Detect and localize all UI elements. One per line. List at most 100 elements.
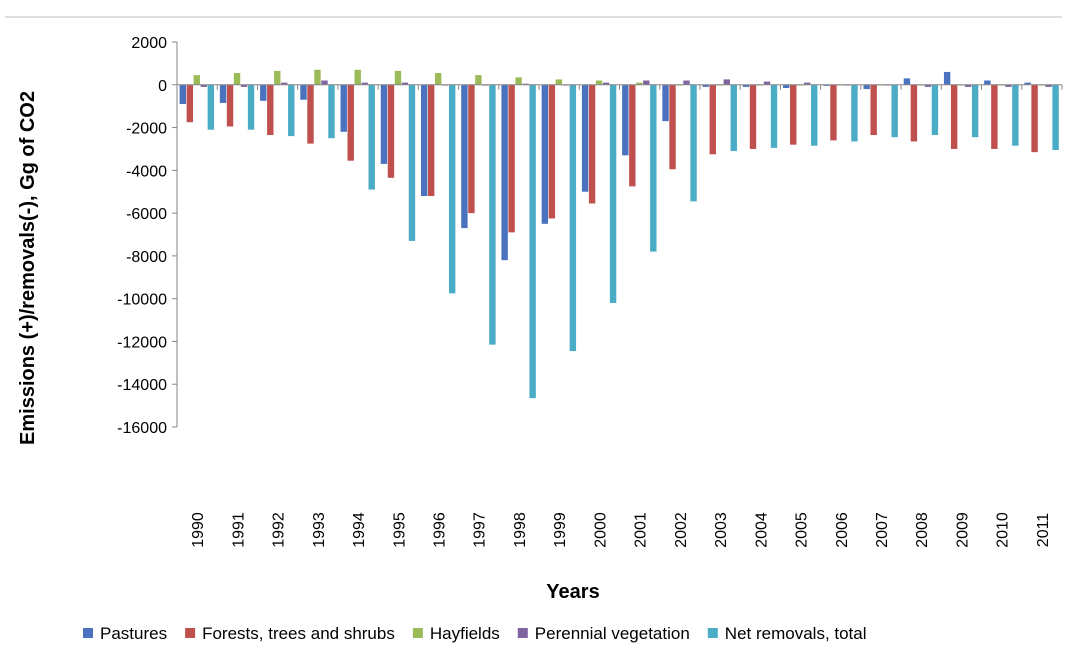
bar-1995-series-0	[381, 85, 387, 164]
x-tick-label: 1993	[311, 512, 328, 548]
x-tick-label: 1998	[512, 512, 529, 548]
bar-1997-series-2	[475, 75, 481, 85]
bar-1993-series-4	[328, 85, 334, 138]
x-tick-label: 2006	[834, 512, 851, 548]
bar-1999-series-0	[542, 85, 548, 224]
bar-1991-series-0	[220, 85, 226, 103]
x-tick-label: 2008	[914, 512, 931, 548]
bar-1990-series-0	[180, 85, 186, 104]
x-tick-label: 1999	[552, 512, 569, 548]
legend-item[interactable]: Forests, trees and shrubs	[185, 624, 395, 643]
bar-2009-series-4	[972, 85, 978, 137]
bar-1993-series-2	[314, 70, 320, 85]
y-tick-label: -12000	[117, 334, 167, 351]
x-axis: 1990 1991 1992 1993 1994 1995 1996 1997 1998 1999…	[177, 85, 1062, 548]
bar-1995-series-1	[388, 85, 394, 178]
bar-1999-series-4	[570, 85, 576, 351]
bar-1996-series-4	[449, 85, 455, 294]
bar-2005-series-1	[790, 85, 796, 145]
bar-1999-series-1	[549, 85, 555, 219]
y-tick-label: -4000	[126, 163, 167, 180]
y-axis-title: Emissions (+)/removals(-), Gg of CO2	[17, 91, 39, 445]
bar-2002-series-1	[669, 85, 675, 169]
legend-item[interactable]: Pastures	[83, 624, 167, 643]
x-tick-label: 2003	[713, 512, 730, 548]
x-tick-label: 2010	[995, 512, 1012, 548]
bar-2006-series-1	[830, 85, 836, 141]
y-tick-label: -14000	[117, 377, 167, 394]
x-tick-label: 1990	[190, 512, 207, 548]
bar-2009-series-1	[951, 85, 957, 149]
x-tick-label: 2011	[1035, 513, 1052, 548]
bar-1990-series-2	[194, 75, 200, 85]
bar-1996-series-2	[435, 73, 441, 85]
bar-2001-series-0	[622, 85, 628, 156]
bar-1990-series-1	[187, 85, 193, 122]
bar-1994-series-0	[341, 85, 347, 132]
legend-swatch	[83, 628, 93, 638]
y-tick-label: 2000	[131, 35, 167, 52]
x-tick-label: 2002	[673, 512, 690, 548]
y-tick-label: -8000	[126, 249, 167, 266]
bar-2000-series-2	[596, 81, 602, 85]
bar-2004-series-4	[771, 85, 777, 148]
bar-2010-series-0	[984, 81, 990, 85]
bar-1991-series-2	[234, 73, 240, 85]
bar-1994-series-2	[355, 70, 361, 85]
bar-1991-series-4	[248, 85, 254, 130]
bar-2011-series-1	[1031, 85, 1037, 152]
bar-2003-series-3	[724, 79, 730, 84]
bar-1992-series-0	[260, 85, 266, 101]
x-tick-label: 2009	[954, 512, 971, 548]
x-tick-label: 2001	[633, 512, 650, 548]
bar-1998-series-4	[529, 85, 535, 398]
legend-label: Forests, trees and shrubs	[202, 624, 395, 643]
bar-1996-series-0	[421, 85, 427, 196]
bar-2007-series-0	[863, 85, 869, 89]
x-tick-label: 1997	[472, 512, 489, 548]
bar-1993-series-1	[307, 85, 313, 144]
bar-2000-series-0	[582, 85, 588, 192]
x-tick-label: 1996	[431, 512, 448, 548]
legend-item[interactable]: Perennial vegetation	[518, 624, 690, 643]
legend-label: Pastures	[100, 624, 167, 643]
legend-label: Perennial vegetation	[535, 624, 690, 643]
bars	[180, 70, 1059, 398]
bar-1991-series-1	[227, 85, 233, 127]
legend[interactable]: Pastures Forests, trees and shrubs Hayfiel…	[83, 624, 867, 643]
x-tick-label: 2007	[874, 512, 891, 548]
bar-2002-series-4	[690, 85, 696, 202]
bar-1997-series-0	[461, 85, 467, 228]
bar-2003-series-4	[731, 85, 737, 151]
x-tick-label: 1994	[351, 512, 368, 548]
bar-2009-series-0	[944, 72, 950, 85]
legend-item[interactable]: Hayfields	[413, 624, 500, 643]
x-tick-label: 2000	[592, 512, 609, 548]
bar-2010-series-4	[1012, 85, 1018, 146]
bar-1998-series-2	[515, 77, 521, 84]
bar-2002-series-0	[662, 85, 668, 121]
bar-2008-series-1	[911, 85, 917, 142]
bar-2010-series-1	[991, 85, 997, 149]
y-tick-label: -6000	[126, 206, 167, 223]
bar-1996-series-1	[428, 85, 434, 196]
bar-1997-series-4	[489, 85, 495, 345]
bar-2004-series-1	[750, 85, 756, 149]
y-tick-label: -10000	[117, 292, 167, 309]
bar-2000-series-4	[610, 85, 616, 303]
bar-1993-series-3	[321, 81, 327, 85]
bar-2005-series-4	[811, 85, 817, 146]
bar-2001-series-1	[629, 85, 635, 187]
bar-1992-series-1	[267, 85, 273, 135]
bar-2006-series-4	[851, 85, 857, 142]
legend-label: Hayfields	[430, 624, 500, 643]
legend-item[interactable]: Net removals, total	[708, 624, 867, 643]
bar-2001-series-3	[643, 81, 649, 85]
bar-1998-series-1	[508, 85, 514, 233]
bar-1994-series-1	[348, 85, 354, 161]
bar-1999-series-2	[556, 79, 562, 84]
bar-1992-series-2	[274, 71, 280, 85]
x-axis-title: Years	[546, 581, 599, 603]
x-tick-label: 2004	[753, 512, 770, 548]
